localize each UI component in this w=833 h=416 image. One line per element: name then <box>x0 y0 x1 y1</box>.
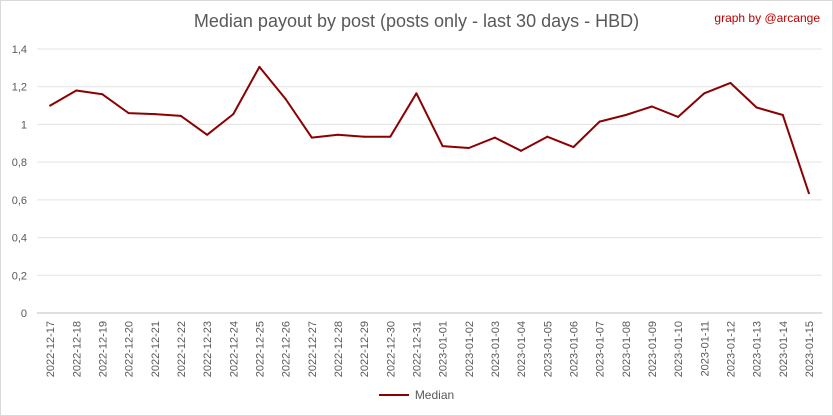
legend: Median <box>1 388 832 402</box>
x-tick-label: 2023-01-13 <box>752 321 764 377</box>
x-tick-label: 2022-12-17 <box>45 321 57 377</box>
x-tick-label: 2022-12-28 <box>333 321 345 377</box>
data-point <box>467 147 470 149</box>
x-tick-label: 2023-01-01 <box>438 321 450 377</box>
data-point <box>677 115 680 118</box>
x-tick-label: 2023-01-07 <box>595 321 607 377</box>
x-tick-label: 2023-01-05 <box>542 321 554 377</box>
data-point <box>703 92 706 95</box>
y-tick-label: 0,6 <box>12 195 27 207</box>
x-tick-label: 2023-01-15 <box>804 321 816 377</box>
chart-title: Median payout by post (posts only - last… <box>193 11 640 31</box>
x-tick-label: 2023-01-02 <box>464 321 476 377</box>
x-tick-label: 2022-12-25 <box>254 321 266 377</box>
x-tick-label: 2023-01-11 <box>699 321 711 376</box>
data-point <box>75 89 78 92</box>
data-point <box>153 113 156 116</box>
x-tick-label: 2023-01-04 <box>516 321 528 377</box>
data-point <box>336 133 339 136</box>
chart-credit: graph by @arcange <box>714 11 820 25</box>
x-tick-label: 2023-01-09 <box>647 321 659 377</box>
x-tick-label: 2023-01-03 <box>490 321 502 377</box>
x-tick-label: 2023-01-10 <box>673 321 685 377</box>
data-point <box>284 97 287 100</box>
data-point <box>206 133 209 136</box>
data-point <box>310 136 313 139</box>
data-point <box>363 135 366 138</box>
data-point <box>572 146 575 149</box>
x-tick-label: 2023-01-14 <box>778 321 790 377</box>
x-tick-label: 2022-12-20 <box>124 321 136 377</box>
data-point <box>127 112 130 115</box>
data-point <box>415 92 418 95</box>
y-tick-label: 0,8 <box>12 157 27 169</box>
y-tick-label: 1,4 <box>12 44 27 56</box>
y-tick-label: 0,2 <box>12 270 27 282</box>
x-tick-label: 2022-12-29 <box>359 321 371 377</box>
data-point <box>232 113 235 116</box>
x-tick-label: 2022-12-26 <box>281 321 293 377</box>
data-point <box>755 106 758 109</box>
y-tick-label: 1 <box>21 119 27 131</box>
series-line-median <box>49 65 810 194</box>
data-point <box>49 104 52 107</box>
y-tick-label: 1,2 <box>12 82 27 94</box>
x-tick-label: 2022-12-31 <box>411 321 423 377</box>
data-point <box>520 149 523 152</box>
legend-label: Median <box>414 388 455 402</box>
y-tick-label: 0,4 <box>12 233 27 245</box>
x-tick-label: 2022-12-24 <box>228 321 240 377</box>
x-tick-label: 2022-12-27 <box>307 321 319 377</box>
data-point <box>258 65 261 68</box>
data-point <box>624 114 627 116</box>
x-tick-label: 2022-12-22 <box>176 321 188 377</box>
data-point <box>389 135 392 138</box>
data-point <box>546 135 549 138</box>
x-tick-label: 2022-12-23 <box>202 321 214 377</box>
y-tick-label: 0 <box>21 308 27 320</box>
x-tick-label: 2022-12-30 <box>385 321 397 377</box>
legend-swatch <box>378 394 409 396</box>
x-tick-label: 2023-01-06 <box>568 321 580 377</box>
x-tick-label: 2022-12-19 <box>97 321 109 377</box>
data-point <box>441 145 444 148</box>
data-point <box>650 105 653 108</box>
x-tick-label: 2022-12-18 <box>71 321 83 377</box>
x-tick-label: 2023-01-12 <box>725 321 737 377</box>
data-point <box>807 192 810 195</box>
data-point <box>598 120 601 123</box>
data-point <box>179 114 182 117</box>
data-point <box>781 114 784 116</box>
x-tick-label: 2022-12-21 <box>150 321 162 377</box>
data-point <box>493 136 496 139</box>
data-point <box>729 81 732 84</box>
x-tick-label: 2023-01-08 <box>621 321 633 377</box>
data-point <box>101 93 104 96</box>
